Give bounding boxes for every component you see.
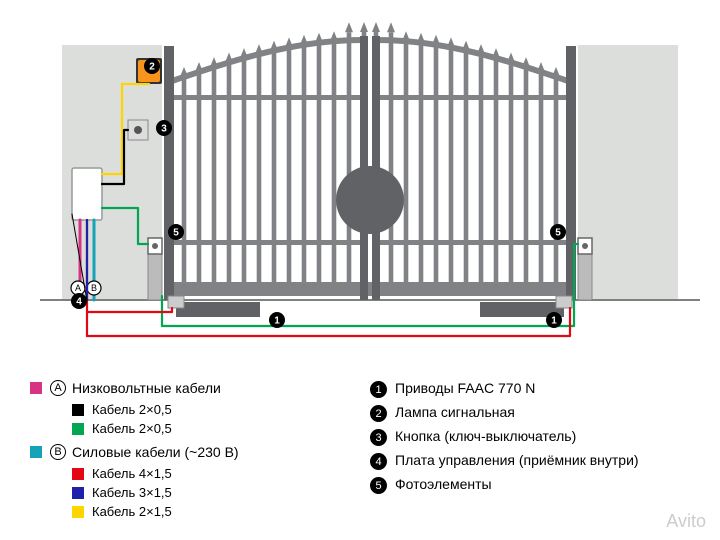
cable-row: Кабель 4×1,5 [72,466,370,481]
numbered-row: 4 Плата управления (приёмник внутри) [370,452,700,470]
svg-text:1: 1 [274,316,280,327]
cable-label: Кабель 4×1,5 [92,466,172,481]
cable-swatch [72,487,84,499]
numbered-label: Лампа сигнальная [395,404,515,420]
number-badge: 2 [370,405,387,422]
section-b-header: B Силовые кабели (~230 В) [30,444,370,460]
cable-label: Кабель 3×1,5 [92,485,172,500]
cable-row: Кабель 3×1,5 [72,485,370,500]
cable-swatch [72,506,84,518]
numbered-label: Плата управления (приёмник внутри) [395,452,639,468]
svg-text:3: 3 [161,124,167,135]
svg-text:1: 1 [551,316,557,327]
cable-row: Кабель 2×1,5 [72,504,370,519]
svg-text:2: 2 [149,62,155,73]
number-badge: 4 [370,453,387,470]
cable-label: Кабель 2×1,5 [92,504,172,519]
cable-swatch [72,423,84,435]
section-a-header: A Низковольтные кабели [30,380,370,396]
numbered-row: 5 Фотоэлементы [370,476,700,494]
number-badge: 3 [370,429,387,446]
svg-text:5: 5 [555,228,561,239]
numbered-row: 1 Приводы FAAC 770 N [370,380,700,398]
cable-swatch [72,468,84,480]
cable-row: Кабель 2×0,5 [72,421,370,436]
svg-text:A: A [75,283,81,293]
wiring-diagram: AB 2 3 5 1 4 1 5 [0,0,720,380]
cable-swatch [72,404,84,416]
section-b-swatch [30,446,42,458]
numbered-row: 2 Лампа сигнальная [370,404,700,422]
letter-b: B [50,444,66,460]
number-badge: 5 [370,477,387,494]
numbered-label: Фотоэлементы [395,476,492,492]
legend-numbered: 1 Приводы FAAC 770 N 2 Лампа сигнальная 3 Кно… [370,380,700,523]
legend: A Низковольтные кабели Кабель 2×0,5 Кабел… [30,380,700,523]
svg-text:4: 4 [76,297,82,308]
cable-row: Кабель 2×0,5 [72,402,370,417]
cable-label: Кабель 2×0,5 [92,402,172,417]
section-a-title: Низковольтные кабели [72,380,221,396]
numbered-label: Кнопка (ключ-выключатель) [395,428,576,444]
letter-a: A [50,380,66,396]
numbered-row: 3 Кнопка (ключ-выключатель) [370,428,700,446]
cable-label: Кабель 2×0,5 [92,421,172,436]
svg-text:5: 5 [173,228,179,239]
legend-cables: A Низковольтные кабели Кабель 2×0,5 Кабел… [30,380,370,523]
watermark: Avito [666,511,706,532]
section-a-swatch [30,382,42,394]
section-b-title: Силовые кабели (~230 В) [72,444,239,460]
number-badge: 1 [370,381,387,398]
svg-text:B: B [91,283,97,293]
numbered-label: Приводы FAAC 770 N [395,380,535,396]
